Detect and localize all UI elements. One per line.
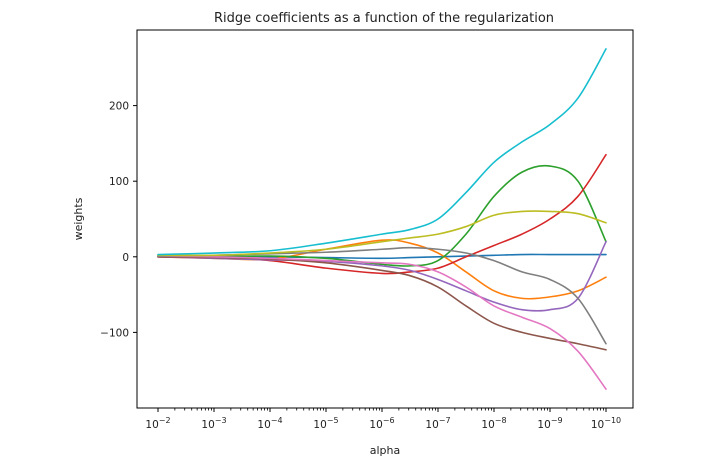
x-tick-label: 10−7 — [425, 416, 450, 431]
x-tick-label: 10−9 — [537, 416, 562, 431]
x-tick-label: 10−6 — [369, 416, 394, 431]
series-line-coef-green — [157, 164, 607, 267]
x-tick-label: 10−2 — [145, 416, 170, 431]
x-tick-label: 10−4 — [257, 416, 282, 431]
y-axis: −100 0 100 200 — [100, 101, 137, 339]
y-tick-label: −100 — [100, 327, 129, 339]
y-axis-label: weights — [72, 197, 85, 240]
y-tick-label: 0 — [122, 252, 129, 264]
series-line-coef-pink — [157, 255, 607, 390]
plot-lines — [157, 48, 607, 390]
x-axis: 10−2 10−3 10−4 10−5 10−6 10−7 10−8 10−9 10−10 — [145, 408, 621, 431]
plot-area-frame — [136, 29, 634, 409]
x-tick-label: 10−8 — [481, 416, 506, 431]
series-line-coef-cyan — [157, 48, 607, 256]
x-axis-label: alpha — [370, 444, 401, 457]
x-tick-label: 10−5 — [313, 416, 338, 431]
series-line-coef-olive — [157, 210, 607, 257]
y-tick-label: 200 — [109, 101, 129, 113]
x-tick-label: 10−3 — [201, 416, 226, 431]
y-tick-label: 100 — [109, 176, 129, 188]
chart-title: Ridge coefficients as a function of the … — [214, 11, 554, 26]
series-line-coef-brown — [157, 256, 607, 351]
x-tick-label: 10−10 — [591, 416, 621, 431]
